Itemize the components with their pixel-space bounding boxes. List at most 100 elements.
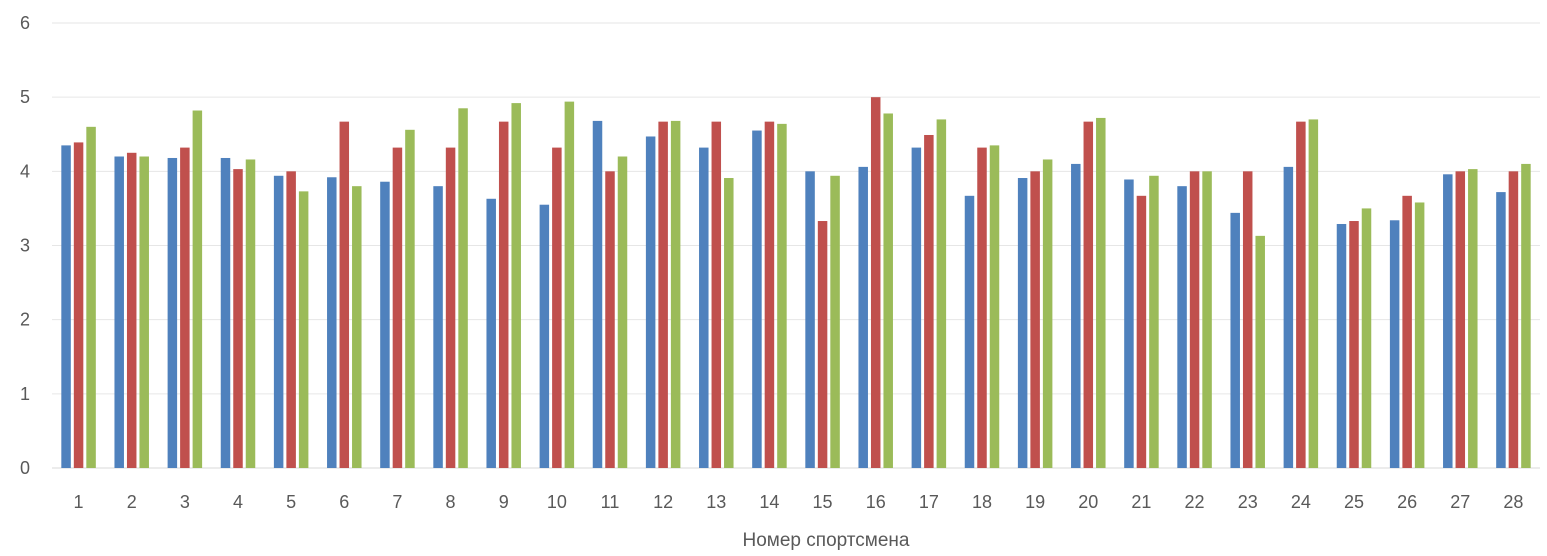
bar-series-3-athlete-5 — [298, 191, 309, 469]
bar-series-3-athlete-24 — [1308, 119, 1319, 469]
bar-series-1-athlete-6 — [327, 177, 337, 468]
bar-series-3-athlete-22 — [1202, 171, 1212, 468]
bar-series-1-athlete-14 — [752, 130, 762, 469]
bar-series-3-athlete-8 — [458, 108, 468, 468]
bar-series-2-athlete-20 — [1083, 121, 1094, 468]
bar-series-2-athlete-2 — [126, 152, 137, 469]
bar-series-3-athlete-4 — [245, 159, 256, 468]
bar-series-1-athlete-9 — [486, 198, 496, 468]
bar-series-2-athlete-18 — [977, 147, 987, 468]
bar-series-3-athlete-18 — [989, 145, 1000, 469]
bar-series-1-athlete-4 — [220, 157, 231, 469]
bar-series-1-athlete-26 — [1389, 220, 1400, 468]
bar-series-2-athlete-6 — [339, 121, 350, 468]
bar-series-3-athlete-25 — [1361, 208, 1372, 469]
bar-series-1-athlete-10 — [539, 204, 550, 468]
bar-series-1-athlete-20 — [1071, 163, 1081, 469]
x-tick-label: 10 — [547, 492, 567, 512]
bar-series-2-athlete-3 — [180, 147, 190, 468]
bar-series-3-athlete-20 — [1096, 117, 1106, 469]
x-tick-label: 26 — [1397, 492, 1417, 512]
x-tick-label: 17 — [919, 492, 939, 512]
bar-series-1-athlete-16 — [858, 166, 868, 468]
bar-series-2-athlete-8 — [445, 147, 456, 468]
bar-series-2-athlete-1 — [73, 142, 84, 468]
bar-series-3-athlete-17 — [936, 119, 947, 469]
bar-series-1-athlete-8 — [433, 186, 443, 469]
bar-series-2-athlete-7 — [392, 147, 403, 468]
bar-series-1-athlete-22 — [1177, 186, 1187, 469]
bar-series-2-athlete-5 — [286, 171, 296, 468]
y-tick-label: 0 — [20, 458, 30, 478]
bar-series-2-athlete-25 — [1349, 221, 1359, 468]
bar-series-2-athlete-10 — [552, 147, 562, 468]
bar-series-3-athlete-7 — [405, 129, 415, 469]
x-tick-label: 9 — [499, 492, 509, 512]
bar-series-2-athlete-11 — [605, 171, 615, 468]
bar-series-1-athlete-5 — [273, 175, 284, 468]
x-tick-label: 21 — [1131, 492, 1151, 512]
bar-series-3-athlete-11 — [617, 156, 628, 468]
bar-series-1-athlete-7 — [380, 181, 390, 468]
y-tick-label: 1 — [20, 384, 30, 404]
bar-series-3-athlete-16 — [883, 113, 893, 468]
bar-series-1-athlete-21 — [1124, 179, 1134, 469]
x-tick-label: 5 — [286, 492, 296, 512]
bar-series-3-athlete-19 — [1042, 159, 1053, 468]
x-tick-label: 4 — [233, 492, 243, 512]
bar-series-3-athlete-12 — [670, 120, 681, 469]
bar-series-1-athlete-2 — [114, 156, 124, 468]
x-tick-label: 7 — [392, 492, 402, 512]
x-tick-label: 14 — [759, 492, 779, 512]
x-tick-label: 13 — [706, 492, 726, 512]
bar-series-1-athlete-28 — [1496, 192, 1506, 468]
bar-series-1-athlete-3 — [167, 157, 178, 469]
bar-series-3-athlete-6 — [352, 186, 362, 469]
bar-series-2-athlete-24 — [1296, 121, 1306, 468]
bar-series-2-athlete-21 — [1136, 195, 1147, 468]
bar-series-2-athlete-28 — [1508, 171, 1519, 468]
bar-series-3-athlete-10 — [564, 101, 575, 469]
bar-series-1-athlete-23 — [1230, 212, 1240, 468]
x-tick-label: 27 — [1450, 492, 1470, 512]
x-axis-title: Номер спортсмена — [743, 530, 910, 551]
bar-series-3-athlete-27 — [1468, 169, 1478, 469]
bar-series-2-athlete-26 — [1402, 195, 1412, 468]
bar-series-1-athlete-13 — [699, 147, 709, 468]
bar-series-2-athlete-17 — [924, 134, 934, 469]
bar-series-3-athlete-3 — [192, 110, 203, 469]
bars — [61, 97, 1531, 469]
x-tick-label: 25 — [1344, 492, 1364, 512]
x-tick-label: 22 — [1185, 492, 1205, 512]
x-tick-label: 23 — [1238, 492, 1258, 512]
x-tick-label: 6 — [339, 492, 349, 512]
x-tick-label: 12 — [653, 492, 673, 512]
y-tick-label: 2 — [20, 310, 30, 330]
bar-series-1-athlete-12 — [645, 136, 656, 469]
bar-series-2-athlete-4 — [233, 169, 243, 469]
y-tick-label: 5 — [20, 87, 30, 107]
bar-series-3-athlete-15 — [830, 175, 840, 468]
bar-series-2-athlete-22 — [1189, 171, 1200, 468]
x-tick-label: 20 — [1078, 492, 1098, 512]
x-tick-label: 16 — [866, 492, 886, 512]
bar-series-2-athlete-9 — [498, 121, 509, 468]
bar-series-1-athlete-17 — [911, 147, 922, 468]
bar-series-3-athlete-14 — [777, 123, 787, 469]
bar-series-3-athlete-2 — [139, 156, 149, 468]
bar-series-2-athlete-13 — [711, 121, 722, 468]
bar-series-1-athlete-24 — [1283, 166, 1294, 468]
bar-series-3-athlete-26 — [1414, 202, 1425, 469]
bar-series-1-athlete-18 — [964, 195, 975, 468]
bar-series-1-athlete-11 — [592, 120, 603, 469]
bar-series-1-athlete-19 — [1017, 178, 1028, 468]
bar-series-2-athlete-27 — [1455, 171, 1466, 468]
y-tick-label: 6 — [20, 13, 30, 33]
bar-series-3-athlete-13 — [724, 178, 734, 468]
x-tick-label: 19 — [1025, 492, 1045, 512]
bar-series-2-athlete-19 — [1030, 171, 1040, 468]
bar-series-2-athlete-12 — [658, 121, 668, 468]
